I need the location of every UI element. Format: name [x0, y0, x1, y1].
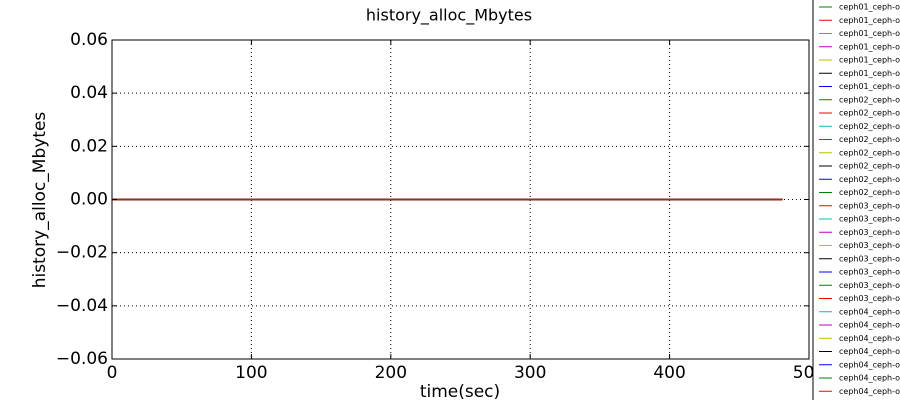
legend-label: ceph03_ceph-o [839, 215, 900, 224]
legend-label: ceph03_ceph-o [839, 254, 900, 263]
legend-label: ceph04_ceph-o [839, 387, 900, 396]
x-tick-label: 100 [235, 363, 267, 383]
legend-label: ceph02_ceph-o [839, 188, 900, 197]
legend-label: ceph02_ceph-o [839, 175, 900, 184]
y-tick-label: 0.06 [70, 30, 108, 50]
y-axis-label: history_alloc_Mbytes [30, 112, 50, 289]
x-tick-label: 400 [653, 363, 685, 383]
legend-label: ceph03_ceph-o [839, 281, 900, 290]
legend-label: ceph04_ceph-o [839, 334, 900, 343]
x-tick-label: 0 [107, 363, 118, 383]
legend-box [812, 0, 900, 400]
legend-label: ceph02_ceph-o [839, 135, 900, 144]
y-tick-label: 0.02 [70, 136, 108, 156]
x-tick-label: 300 [514, 363, 546, 383]
y-tick-label: −0.06 [56, 349, 108, 369]
y-tick-label: −0.02 [56, 243, 108, 263]
legend-label: ceph03_ceph-o [839, 228, 900, 237]
legend-label: ceph01_ceph-o [839, 69, 900, 78]
legend-label: ceph04_ceph-o [839, 360, 900, 369]
legend-label: ceph01_ceph-o [839, 29, 900, 38]
y-tick-label: −0.04 [56, 296, 108, 316]
legend-label: ceph03_ceph-o [839, 268, 900, 277]
legend-label: ceph04_ceph-o [839, 347, 900, 356]
legend-label: ceph02_ceph-o [839, 95, 900, 104]
y-tick-label: 0.00 [70, 190, 108, 210]
legend-label: ceph01_ceph-o [839, 56, 900, 65]
legend-label: ceph01_ceph-o [839, 16, 900, 25]
legend-label: ceph04_ceph-o [839, 307, 900, 316]
ticks: 0 100 200 300 400 5000.060.040.020.00−0.02−0.… [56, 30, 825, 383]
chart-title: history_alloc_Mbytes [366, 6, 532, 26]
legend-label: ceph03_ceph-o [839, 241, 900, 250]
legend-label: ceph02_ceph-o [839, 122, 900, 131]
x-axis-label: time(sec) [420, 382, 500, 400]
legend-label: ceph01_ceph-o [839, 3, 900, 12]
legend-label: ceph01_ceph-o [839, 82, 900, 91]
legend-label: ceph03_ceph-o [839, 294, 900, 303]
legend-label: ceph02_ceph-o [839, 109, 900, 118]
legend-label: ceph02_ceph-o [839, 162, 900, 171]
y-tick-label: 0.04 [70, 83, 108, 103]
legend-label: ceph04_ceph-o [839, 374, 900, 383]
legend: ceph01_ceph-oceph01_ceph-oceph01_ceph-oc… [812, 0, 900, 400]
x-tick-label: 200 [375, 363, 407, 383]
legend-label: ceph01_ceph-o [839, 42, 900, 51]
legend-label: ceph02_ceph-o [839, 148, 900, 157]
legend-label: ceph04_ceph-o [839, 321, 900, 330]
legend-label: ceph03_ceph-o [839, 201, 900, 210]
